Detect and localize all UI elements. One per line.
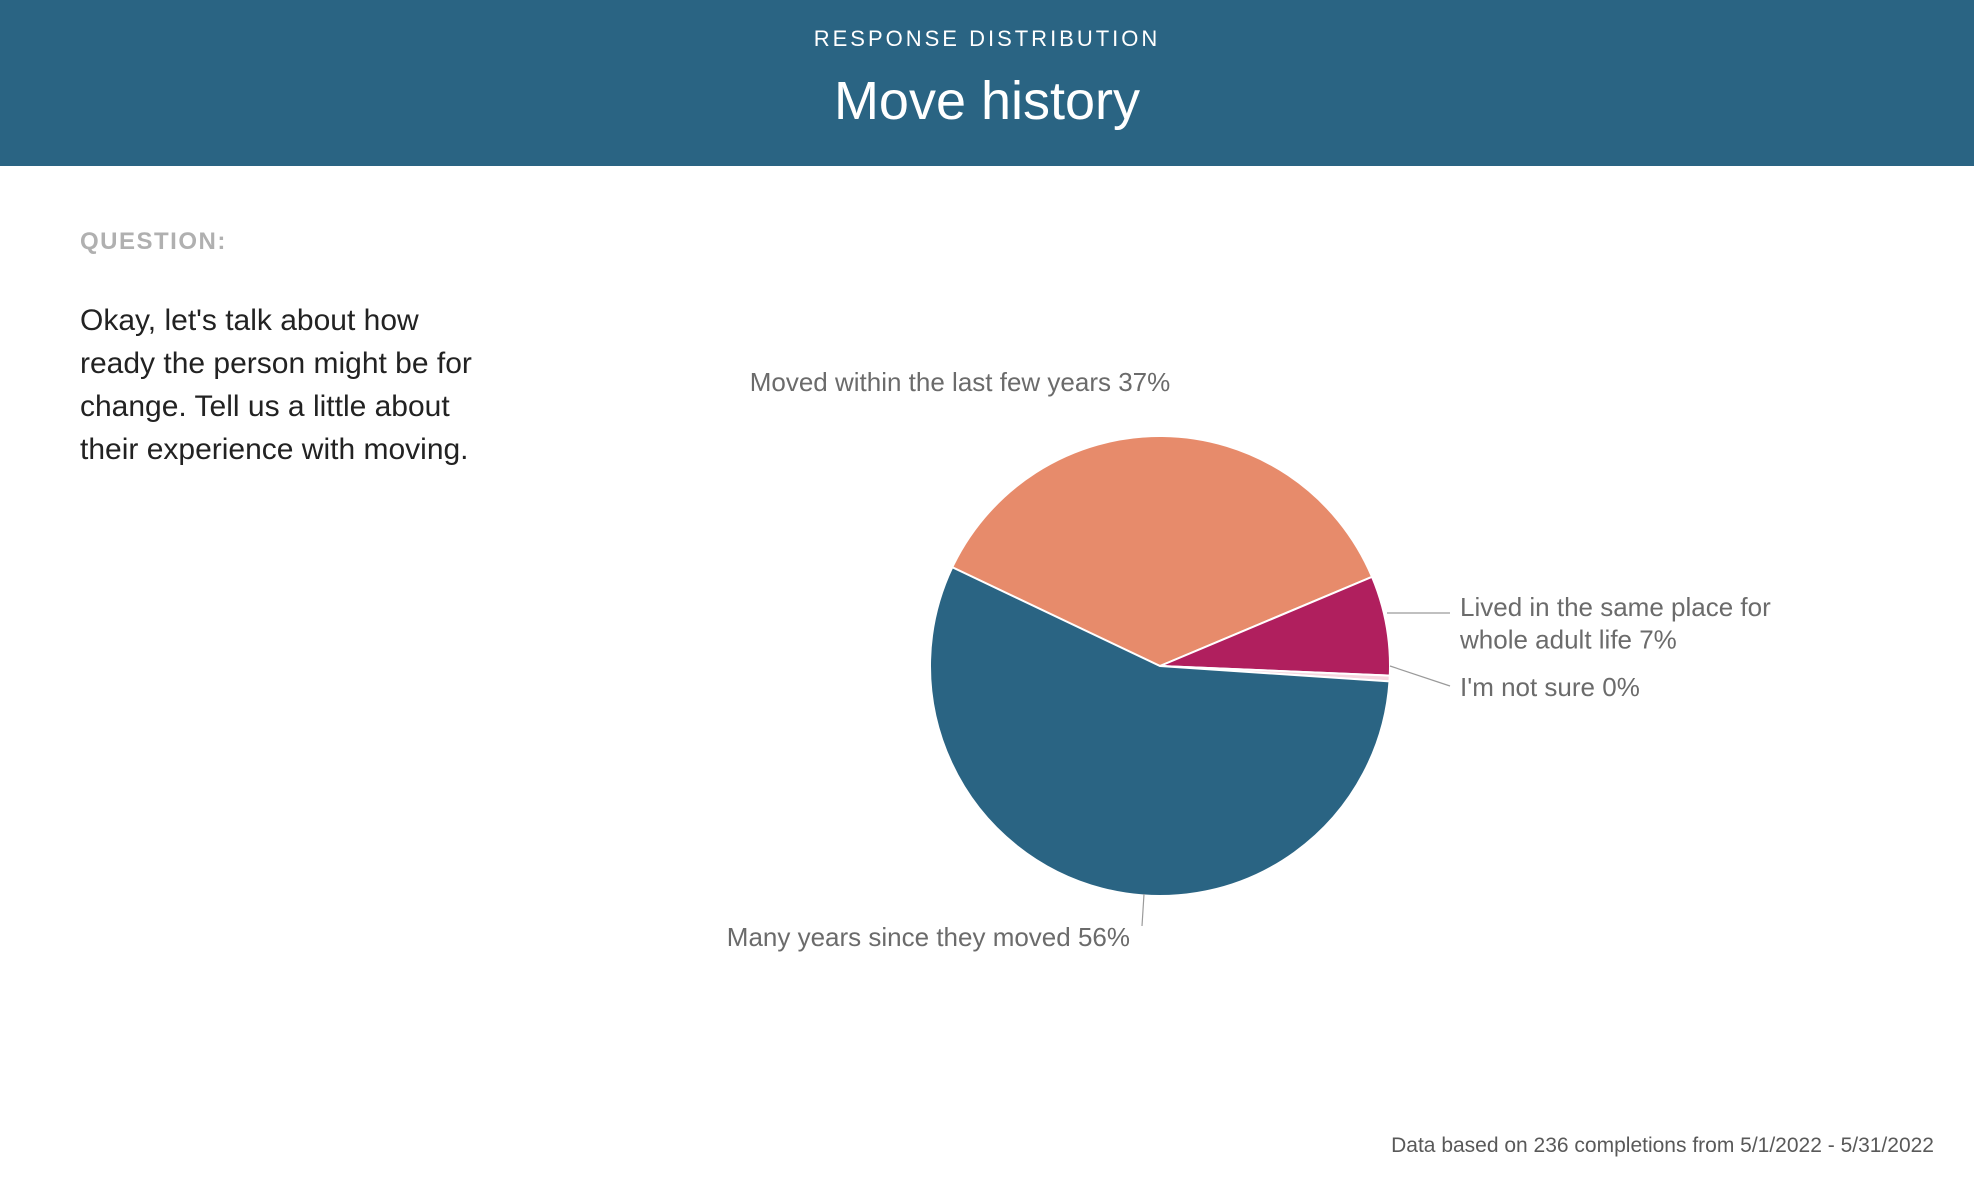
header-banner: RESPONSE DISTRIBUTION Move history: [0, 0, 1974, 166]
leader-line: [1142, 894, 1144, 926]
question-label: QUESTION:: [80, 228, 500, 256]
content-area: QUESTION: Okay, let's talk about how rea…: [0, 166, 1974, 1186]
question-block: QUESTION: Okay, let's talk about how rea…: [80, 228, 500, 472]
pie-slice-label: Many years since they moved 56%: [727, 922, 1130, 952]
pie-slice-label: Moved within the last few years 37%: [750, 367, 1171, 397]
footer-note: Data based on 236 completions from 5/1/2…: [1391, 1134, 1934, 1158]
leader-line: [1390, 666, 1450, 686]
question-text: Okay, let's talk about how ready the per…: [80, 300, 500, 472]
header-overline: RESPONSE DISTRIBUTION: [0, 26, 1974, 52]
header-title: Move history: [0, 70, 1974, 132]
pie-slice-label: I'm not sure 0%: [1460, 672, 1640, 702]
pie-chart-container: Moved within the last few years 37% Lived…: [560, 206, 1930, 1106]
pie-chart: Moved within the last few years 37% Lived…: [560, 206, 1930, 1106]
pie-slice-label: Lived in the same place forwhole adult l…: [1459, 592, 1771, 655]
